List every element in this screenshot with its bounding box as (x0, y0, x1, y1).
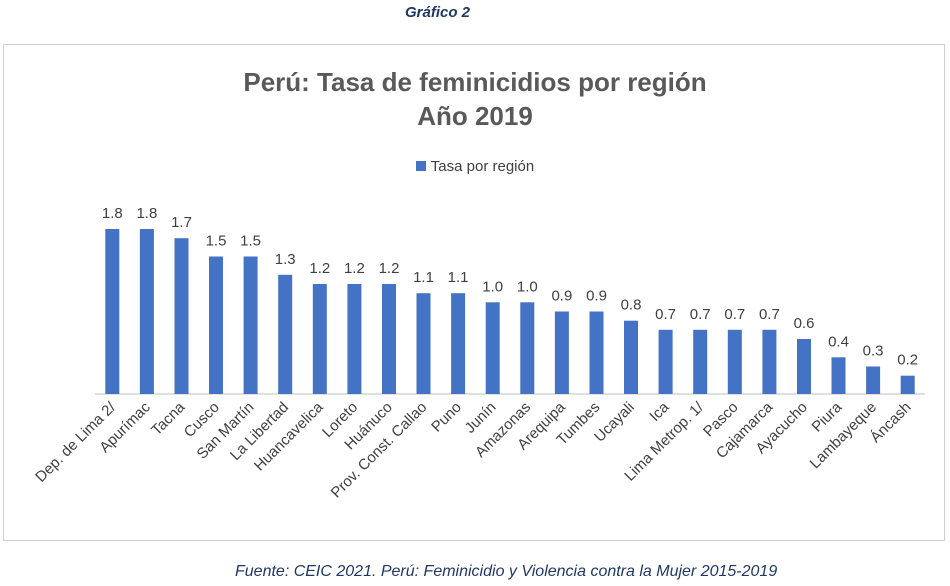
bar (485, 302, 500, 394)
data-label: 0.8 (621, 297, 642, 314)
bar (727, 329, 742, 394)
chart-frame (3, 44, 945, 541)
data-label: 1.0 (482, 278, 503, 295)
data-label: 0.9 (551, 288, 572, 305)
bar (209, 256, 223, 394)
chart-subtitle: Año 2019 (417, 101, 533, 131)
data-label: 0.7 (655, 306, 676, 323)
bar (347, 284, 362, 394)
bar (451, 293, 466, 394)
bar (831, 357, 846, 394)
x-tick-label: Ica (646, 398, 673, 425)
data-label: 1.0 (517, 278, 538, 295)
bar (416, 293, 431, 394)
data-label: 0.9 (586, 288, 607, 305)
data-label: 1.5 (206, 233, 227, 250)
bar (139, 229, 154, 394)
x-tick-label: Puno (428, 399, 465, 436)
chart-title-block: Perú: Tasa de feminicidios por región Añ… (0, 65, 950, 133)
data-label: 0.3 (863, 343, 884, 360)
data-label: 1.2 (309, 260, 330, 277)
data-label: 1.3 (275, 251, 296, 268)
data-label: 1.8 (136, 205, 157, 222)
bar (658, 329, 673, 394)
bar (382, 284, 396, 394)
data-label: 1.1 (448, 269, 469, 286)
legend-label: Tasa por región (430, 158, 535, 175)
data-label: 0.7 (759, 306, 780, 323)
source-caption: Fuente: CEIC 2021. Perú: Feminicidio y V… (235, 563, 778, 580)
x-tick-label: Tacna (148, 398, 189, 439)
data-label: 1.2 (344, 260, 365, 277)
data-label: 1.7 (171, 214, 192, 231)
data-label: 1.2 (379, 260, 400, 277)
bar (624, 320, 638, 394)
data-label: 1.1 (413, 269, 434, 286)
chart-legend: Tasa por región (0, 158, 950, 175)
bar (866, 366, 881, 394)
data-label: 1.8 (102, 205, 123, 222)
bar (762, 329, 777, 394)
bar (174, 238, 189, 394)
bar (900, 375, 915, 394)
data-label: 1.5 (240, 233, 261, 250)
figure-caption: Gráfico 2 (404, 4, 471, 21)
data-label: 0.2 (897, 352, 918, 369)
data-label: 0.4 (828, 333, 849, 350)
bar (243, 256, 258, 394)
data-label: 0.6 (794, 315, 815, 332)
bar (693, 329, 708, 394)
bar (797, 339, 811, 394)
data-label: 0.7 (690, 306, 711, 323)
bar (520, 302, 535, 394)
bar (554, 311, 569, 394)
data-label: 0.7 (724, 306, 745, 323)
bar (278, 274, 293, 394)
legend-swatch (415, 161, 426, 171)
chart-title: Perú: Tasa de feminicidios por región (243, 67, 707, 97)
bar (589, 311, 604, 394)
bar (312, 284, 327, 394)
bar (105, 229, 120, 394)
